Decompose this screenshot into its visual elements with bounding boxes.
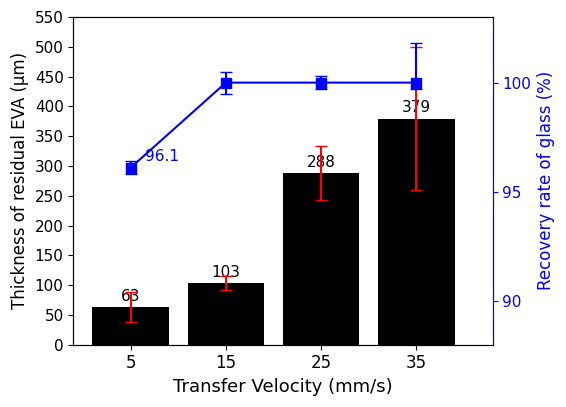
Text: 379: 379 bbox=[402, 101, 431, 115]
Text: 63: 63 bbox=[121, 289, 140, 304]
Bar bbox=[92, 307, 169, 345]
Bar bbox=[378, 119, 454, 345]
Bar bbox=[283, 173, 359, 345]
Text: 103: 103 bbox=[211, 265, 241, 280]
Y-axis label: Thickness of residual EVA (μm): Thickness of residual EVA (μm) bbox=[11, 52, 29, 309]
Text: 96.1: 96.1 bbox=[145, 149, 179, 164]
Text: 288: 288 bbox=[307, 155, 336, 170]
X-axis label: Transfer Velocity (mm/s): Transfer Velocity (mm/s) bbox=[173, 378, 393, 396]
Y-axis label: Recovery rate of glass (%): Recovery rate of glass (%) bbox=[537, 71, 555, 291]
Bar bbox=[188, 283, 264, 345]
